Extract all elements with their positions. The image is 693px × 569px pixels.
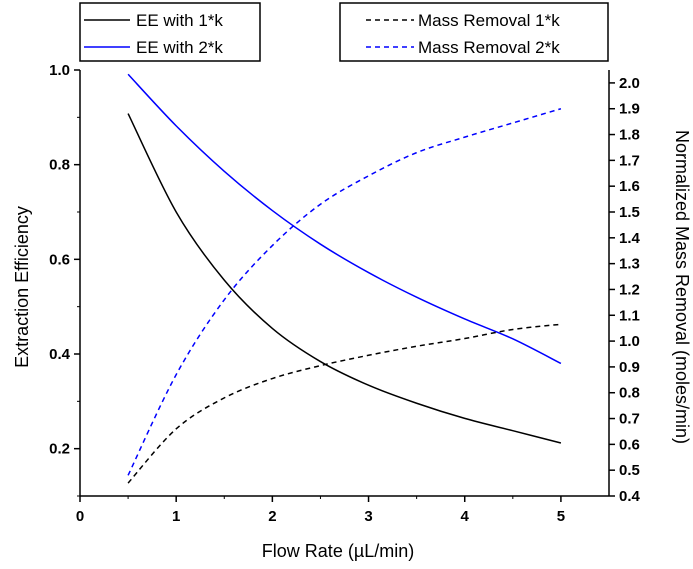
y-right-tick-label: 1.5	[619, 204, 640, 221]
series-layer	[127, 73, 562, 484]
y-right-tick-label: 1.6	[619, 178, 640, 195]
y-right-tick-label: 1.7	[619, 152, 640, 169]
legend-label-mr-1k: Mass Removal 1*k	[418, 11, 560, 30]
y-right-tick-label: 0.7	[619, 411, 640, 428]
x-tick-label: 3	[364, 508, 372, 525]
y-right-tick-label: 0.9	[619, 359, 640, 376]
y-right-tick-label: 1.2	[619, 281, 640, 298]
series-line-ee-2k	[127, 73, 562, 365]
y-right-tick-label: 0.4	[619, 488, 641, 505]
y-right-tick-label: 2.0	[619, 75, 640, 92]
legend-label-ee-1k: EE with 1*k	[136, 11, 223, 30]
x-tick-label: 4	[461, 508, 470, 525]
y-right-tick-label: 1.1	[619, 307, 640, 324]
series-line-mass-removal-1k	[127, 323, 561, 484]
y-right-tick-label: 1.4	[619, 230, 641, 247]
y-right-tick-label: 1.0	[619, 333, 640, 350]
x-tick-label: 1	[172, 508, 180, 525]
x-tick-label: 2	[268, 508, 276, 525]
y-left-tick-label: 0.4	[49, 346, 71, 363]
left-axis-ticks: 0.2 0.4 0.6 0.8 1.0	[49, 62, 80, 497]
y-left-tick-label: 1.0	[49, 62, 70, 79]
y-axis-right-title: Normalized Mass Removal (moles/min)	[672, 130, 692, 444]
y-left-tick-label: 0.2	[49, 441, 70, 458]
x-tick-label: 5	[557, 508, 565, 525]
y-axis-left-title: Extraction Efficiency	[12, 206, 32, 368]
legend-label-ee-2k: EE with 2*k	[136, 38, 223, 57]
legend-right-box	[339, 2, 609, 62]
y-right-tick-label: 0.5	[619, 462, 640, 479]
y-right-tick-label: 1.8	[619, 127, 640, 144]
bottom-axis-ticks: 0 1 2 3 4 5	[76, 496, 565, 525]
legend-label-mr-2k: Mass Removal 2*k	[418, 38, 560, 57]
legend-left-box	[79, 2, 261, 62]
y-right-tick-label: 1.9	[619, 101, 640, 118]
x-tick-label: 0	[76, 508, 84, 525]
series-line-ee-1k	[127, 113, 562, 444]
y-left-tick-label: 0.8	[49, 157, 70, 174]
x-axis-title: Flow Rate (µL/min)	[262, 541, 414, 561]
series-line-mass-removal-2k	[127, 108, 562, 476]
y-right-tick-label: 0.6	[619, 436, 640, 453]
y-right-tick-label: 1.3	[619, 256, 640, 273]
y-left-tick-label: 0.6	[49, 251, 70, 268]
right-axis-ticks: 0.4 0.5 0.6 0.7 0.8 0.9 1.0 1.1 1.2 1.3 1.4 1.5 1.6 1…	[609, 75, 641, 505]
y-right-tick-label: 0.8	[619, 385, 640, 402]
